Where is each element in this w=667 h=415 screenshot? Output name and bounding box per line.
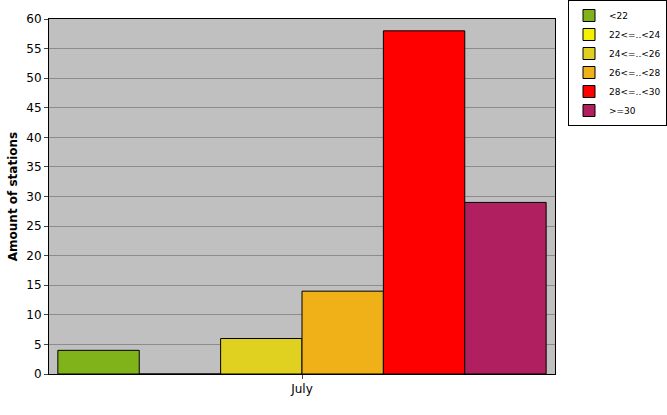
svg-text:>=30: >=30 bbox=[609, 106, 636, 116]
svg-text:28<=..<30: 28<=..<30 bbox=[609, 87, 661, 97]
svg-text:55: 55 bbox=[26, 42, 41, 56]
svg-text:24<=..<26: 24<=..<26 bbox=[609, 49, 661, 59]
svg-text:10: 10 bbox=[26, 308, 41, 322]
svg-text:60: 60 bbox=[26, 12, 41, 26]
svg-text:20: 20 bbox=[26, 249, 41, 263]
svg-text:25: 25 bbox=[26, 219, 41, 233]
svg-text:40: 40 bbox=[26, 131, 41, 145]
svg-text:50: 50 bbox=[26, 71, 41, 85]
svg-text:<22: <22 bbox=[609, 11, 628, 21]
svg-text:Amount of stations: Amount of stations bbox=[6, 132, 20, 261]
svg-text:26<=..<28: 26<=..<28 bbox=[609, 68, 661, 78]
svg-text:0: 0 bbox=[34, 367, 42, 381]
svg-text:30: 30 bbox=[26, 190, 41, 204]
svg-text:July: July bbox=[290, 382, 313, 396]
svg-text:45: 45 bbox=[26, 101, 41, 115]
svg-text:22<=..<24: 22<=..<24 bbox=[609, 30, 661, 40]
svg-text:5: 5 bbox=[34, 338, 42, 352]
svg-text:35: 35 bbox=[26, 160, 41, 174]
svg-text:15: 15 bbox=[26, 278, 41, 292]
